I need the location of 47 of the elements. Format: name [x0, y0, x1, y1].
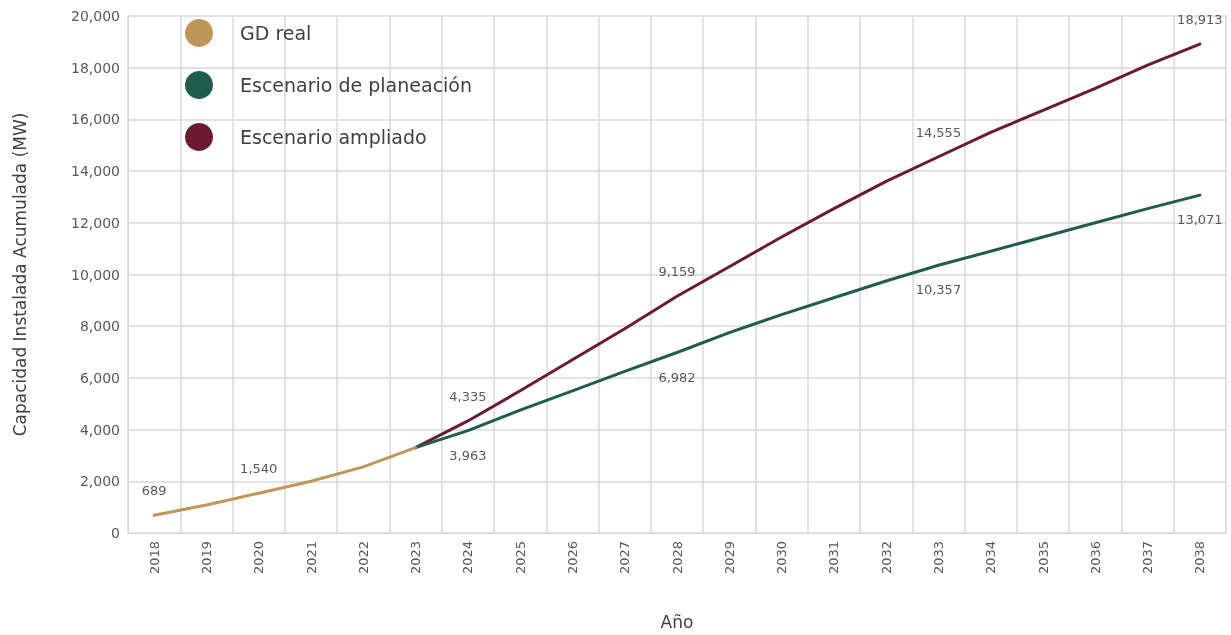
data-label: 4,335 [449, 388, 487, 404]
x-tick-label: 2025 [512, 541, 528, 575]
data-label: 10,357 [915, 282, 962, 298]
data-label: 9,159 [658, 264, 696, 280]
legend-label: Escenario ampliado [240, 126, 427, 148]
x-tick-label: 2037 [1140, 541, 1156, 575]
x-tick-label: 2024 [460, 541, 476, 575]
x-tick-label: 2038 [1192, 541, 1208, 575]
y-tick-label: 2,000 [79, 473, 120, 490]
legend-label: Escenario de planeación [240, 74, 473, 96]
x-tick-label: 2032 [878, 541, 894, 575]
y-tick-label: 10,000 [71, 266, 120, 283]
x-tick-label: 2028 [669, 541, 685, 575]
data-label: 1,540 [240, 461, 278, 477]
y-tick-label: 18,000 [71, 59, 120, 76]
data-label: 14,555 [915, 124, 962, 140]
x-tick-label: 2027 [617, 541, 633, 575]
x-tick-label: 2031 [826, 541, 842, 575]
x-tick-label: 2021 [303, 541, 319, 575]
x-tick-label: 2020 [251, 541, 267, 575]
x-tick-label: 2033 [930, 541, 946, 575]
y-tick-label: 12,000 [71, 214, 120, 231]
y-tick-label: 4,000 [79, 421, 120, 438]
y-tick-label: 0 [111, 525, 120, 541]
y-tick-label: 16,000 [71, 111, 120, 128]
y-tick-label: 20,000 [71, 8, 120, 24]
y-axis-title: Capacidad Instalada Acumulada (MW) [9, 112, 30, 437]
data-label: 6,982 [658, 369, 696, 385]
y-tick-label: 14,000 [71, 163, 120, 180]
x-tick-label: 2023 [408, 541, 424, 575]
x-tick-label: 2018 [146, 541, 162, 575]
x-tick-label: 2019 [198, 541, 214, 575]
x-tick-label: 2029 [721, 541, 737, 575]
x-tick-label: 2034 [983, 541, 999, 575]
x-axis-title: Año [660, 611, 694, 632]
data-label: 3,963 [449, 447, 487, 463]
x-tick-label: 2030 [774, 541, 790, 575]
data-label: 18,913 [1177, 12, 1223, 28]
y-tick-label: 8,000 [79, 318, 120, 335]
x-tick-label: 2026 [564, 541, 580, 575]
data-label: 13,071 [1177, 212, 1223, 228]
legend-label: GD real [240, 22, 312, 44]
x-tick-label: 2036 [1087, 541, 1103, 575]
x-tick-label: 2022 [355, 541, 371, 575]
data-label: 689 [141, 483, 167, 499]
y-tick-label: 6,000 [79, 369, 120, 386]
x-tick-label: 2035 [1035, 541, 1051, 575]
